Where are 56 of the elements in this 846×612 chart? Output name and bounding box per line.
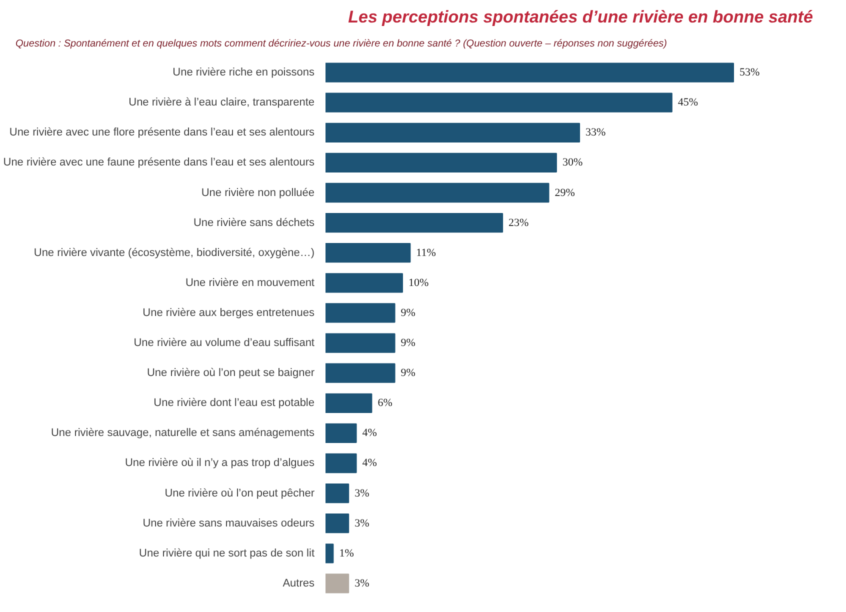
y-tick-label: Une rivière en mouvement xyxy=(185,276,315,289)
bar xyxy=(326,453,357,474)
data-label: 10% xyxy=(408,276,429,289)
data-label: 4% xyxy=(362,427,377,440)
y-tick-label: Une rivière au volume d’eau suffisant xyxy=(134,337,315,350)
y-tick-label: Une rivière avec une faune présente dans l’eau et ses alentours xyxy=(3,156,315,169)
bar xyxy=(326,243,411,263)
data-label: 1% xyxy=(339,547,354,560)
bar xyxy=(326,393,372,413)
data-label: 9% xyxy=(400,367,416,380)
y-tick-label: Une rivière dont l’eau est potable xyxy=(154,397,315,410)
bar xyxy=(326,273,403,293)
y-tick-label: Autres xyxy=(282,577,315,590)
bar xyxy=(326,122,580,142)
bar xyxy=(326,92,672,112)
y-tick-label: Une rivière non polluée xyxy=(201,186,315,199)
bar xyxy=(326,544,334,564)
data-label: 6% xyxy=(378,397,392,410)
bar xyxy=(326,483,350,504)
bar xyxy=(326,303,396,323)
y-tick-label: Une rivière riche en poissons xyxy=(172,66,315,79)
data-label: 3% xyxy=(354,487,370,500)
bar xyxy=(326,514,350,534)
data-label: 29% xyxy=(554,186,575,199)
y-tick-label: Une rivière avec une flore présente dans l’eau et ses alentours xyxy=(9,126,315,139)
y-tick-label: Une rivière aux berges entretenues xyxy=(142,306,315,319)
bar xyxy=(326,212,504,233)
data-label: 3% xyxy=(354,577,370,590)
y-tick-label: Une rivière sauvage, naturelle et sans aménagements xyxy=(50,427,315,440)
bar xyxy=(326,62,734,82)
y-tick-label: Une rivière où l’on peut pêcher xyxy=(164,487,315,500)
y-tick-label: Une rivière où l’on peut se baigner xyxy=(146,367,315,380)
bar xyxy=(326,423,357,444)
data-label: 4% xyxy=(362,457,377,470)
data-label: 30% xyxy=(562,156,583,169)
bar xyxy=(326,182,550,203)
chart-subtitle: Question : Spontanément et en quelques mots comment décririez-vous une rivière en bonne santé ? (Question ouverte – réponses non suggérées) xyxy=(16,38,667,50)
bar xyxy=(326,574,350,594)
data-label: 33% xyxy=(586,126,606,139)
y-tick-label: Une rivière où il n’y a pas trop d’algues xyxy=(124,457,315,470)
y-tick-label: Une rivière sans mauvaises odeurs xyxy=(142,517,315,530)
bar xyxy=(326,363,396,383)
data-label: 53% xyxy=(740,66,760,79)
chart-title: Les perceptions spontanées d’une rivière en bonne santé xyxy=(348,8,813,26)
y-tick-label: Une rivière à l’eau claire, transparente xyxy=(128,96,315,109)
y-tick-label: Une rivière qui ne sort pas de son lit xyxy=(139,547,315,560)
data-label: 11% xyxy=(416,246,436,259)
data-label: 45% xyxy=(678,96,698,109)
data-label: 3% xyxy=(354,517,370,530)
data-label: 9% xyxy=(400,306,416,319)
data-label: 23% xyxy=(508,216,529,229)
bar xyxy=(326,333,396,353)
data-label: 9% xyxy=(400,337,416,350)
bar xyxy=(326,152,557,173)
y-tick-label: Une rivière sans déchets xyxy=(193,216,315,229)
y-tick-label: Une rivière vivante (écosystème, biodiversité, oxygène…) xyxy=(34,246,315,259)
